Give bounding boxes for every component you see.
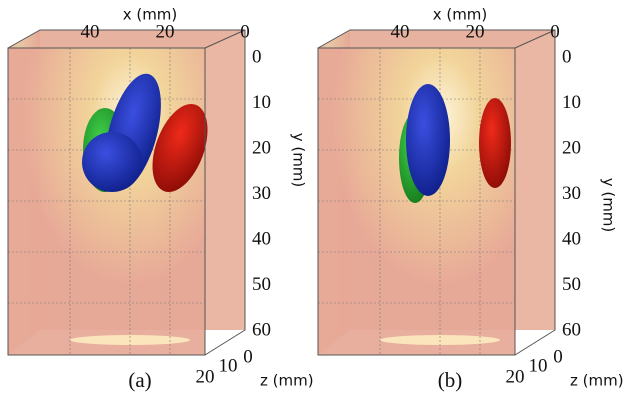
y-axis-label: y (mm) bbox=[600, 178, 618, 233]
y-tick-label: 0 bbox=[562, 46, 572, 67]
y-tick-label: 0 bbox=[252, 46, 262, 67]
caption: (a) bbox=[128, 368, 151, 392]
y-tick-label: 60 bbox=[252, 319, 271, 340]
y-tick-label: 40 bbox=[252, 228, 271, 249]
y-tick-label: 20 bbox=[252, 137, 271, 158]
caption: (b) bbox=[438, 368, 463, 392]
x-tick-label: 20 bbox=[466, 21, 485, 42]
z-tick-label: 20 bbox=[196, 366, 215, 387]
x-tick-label: 0 bbox=[550, 21, 560, 42]
y-tick-label: 30 bbox=[562, 183, 581, 204]
red-object bbox=[152, 104, 208, 192]
y-axis-label: y (mm) bbox=[290, 133, 308, 188]
x-axis-label: x (mm) bbox=[433, 6, 488, 24]
z-axis-label: z (mm) bbox=[570, 372, 624, 390]
blue-object bbox=[406, 84, 450, 196]
y-tick-label: 10 bbox=[562, 92, 581, 113]
volume-front bbox=[8, 48, 205, 355]
z-axis-label: z (mm) bbox=[260, 372, 314, 390]
y-tick-label: 50 bbox=[562, 274, 581, 295]
volume-top bbox=[8, 30, 245, 48]
z-tick-label: 20 bbox=[506, 366, 525, 387]
y-tick-label: 10 bbox=[252, 92, 271, 113]
z-tick-label: 0 bbox=[553, 346, 563, 367]
blue-object bbox=[82, 132, 142, 192]
y-tick-label: 30 bbox=[252, 183, 271, 204]
x-axis-label: x (mm) bbox=[123, 6, 178, 24]
z-tick-label: 0 bbox=[243, 346, 253, 367]
edge bbox=[317, 47, 516, 356]
edge bbox=[514, 29, 556, 49]
x-tick-label: 0 bbox=[240, 21, 250, 42]
x-tick-label: 40 bbox=[81, 21, 100, 42]
y-tick-label: 20 bbox=[562, 137, 581, 158]
volume-top bbox=[318, 30, 555, 48]
edge bbox=[204, 29, 246, 49]
z-tick-label: 10 bbox=[529, 355, 548, 376]
red-object bbox=[479, 98, 511, 188]
edge bbox=[7, 47, 206, 356]
y-tick-label: 40 bbox=[562, 228, 581, 249]
x-tick-label: 40 bbox=[391, 21, 410, 42]
x-tick-label: 20 bbox=[156, 21, 175, 42]
y-tick-label: 50 bbox=[252, 274, 271, 295]
y-tick-label: 60 bbox=[562, 319, 581, 340]
z-tick-label: 10 bbox=[219, 355, 238, 376]
